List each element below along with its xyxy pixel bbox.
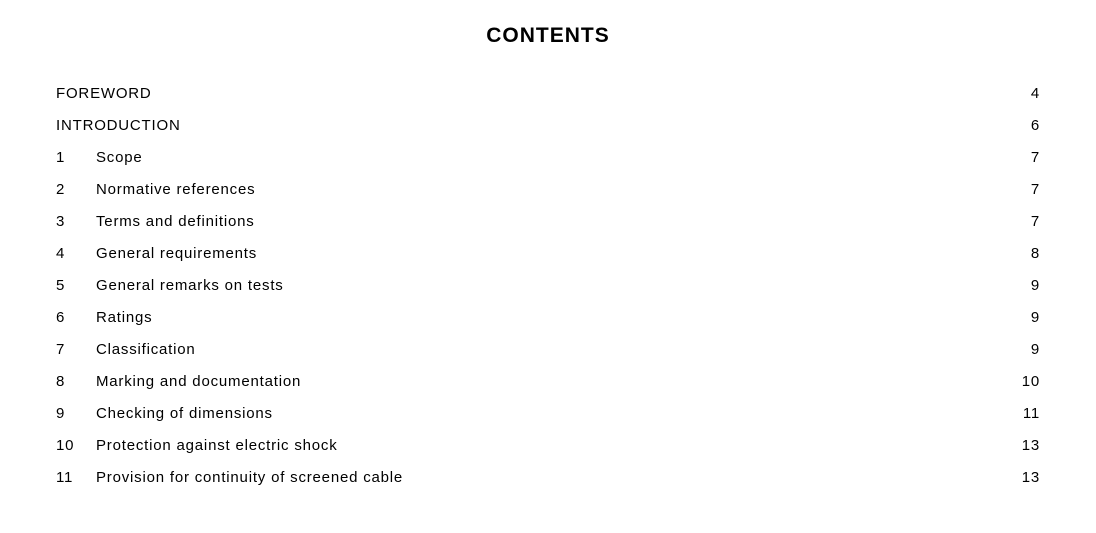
page-title: CONTENTS: [56, 24, 1040, 48]
toc-entry-label: Protection against electric shock: [96, 430, 338, 462]
toc-entry-page: 7: [1029, 142, 1040, 174]
toc-entry-number: 1: [56, 142, 96, 174]
toc-row: 4 General requirements 8: [56, 238, 1040, 270]
toc-entry-label: Provision for continuity of screened cab…: [96, 462, 403, 494]
toc-entry-number: 8: [56, 366, 96, 398]
toc-entry-number: 6: [56, 302, 96, 334]
toc-row: FOREWORD 4: [56, 78, 1040, 110]
toc-entry-page: 7: [1029, 206, 1040, 238]
toc-row: 7 Classification 9: [56, 334, 1040, 366]
document-page: CONTENTS FOREWORD 4 INTRODUCTION 6 1 Sco…: [0, 0, 1096, 533]
toc-row: 10 Protection against electric shock 13: [56, 430, 1040, 462]
toc-entry-number: 10: [56, 430, 96, 462]
toc-entry-page: 4: [1029, 78, 1040, 110]
toc-entry-number: 5: [56, 270, 96, 302]
toc-entry-page: 9: [1029, 270, 1040, 302]
toc-entry-page: 6: [1029, 110, 1040, 142]
toc-row: 11 Provision for continuity of screened …: [56, 462, 1040, 494]
toc-entry-label: Normative references: [96, 174, 255, 206]
toc-entry-number: 4: [56, 238, 96, 270]
table-of-contents: FOREWORD 4 INTRODUCTION 6 1 Scope 7 2 No…: [56, 78, 1040, 494]
toc-row: 6 Ratings 9: [56, 302, 1040, 334]
toc-entry-label: Classification: [96, 334, 196, 366]
toc-entry-number: 11: [56, 462, 96, 494]
toc-entry-number: 9: [56, 398, 96, 430]
toc-row: 8 Marking and documentation 10: [56, 366, 1040, 398]
toc-entry-page: 11: [1021, 398, 1040, 430]
toc-row: 2 Normative references 7: [56, 174, 1040, 206]
toc-row: 3 Terms and definitions 7: [56, 206, 1040, 238]
toc-entry-page: 8: [1029, 238, 1040, 270]
toc-entry-label: Terms and definitions: [96, 206, 255, 238]
toc-entry-number: 3: [56, 206, 96, 238]
toc-row: INTRODUCTION 6: [56, 110, 1040, 142]
toc-entry-page: 9: [1029, 302, 1040, 334]
toc-entry-label: Ratings: [96, 302, 152, 334]
toc-entry-number: 7: [56, 334, 96, 366]
toc-entry-label: Checking of dimensions: [96, 398, 273, 430]
toc-row: 9 Checking of dimensions 11: [56, 398, 1040, 430]
toc-entry-label: INTRODUCTION: [56, 110, 181, 142]
toc-entry-label: FOREWORD: [56, 78, 152, 110]
toc-entry-page: 10: [1020, 366, 1040, 398]
toc-row: 1 Scope 7: [56, 142, 1040, 174]
toc-entry-label: General requirements: [96, 238, 257, 270]
toc-entry-label: Scope: [96, 142, 143, 174]
toc-entry-label: General remarks on tests: [96, 270, 284, 302]
toc-row: 5 General remarks on tests 9: [56, 270, 1040, 302]
toc-entry-label: Marking and documentation: [96, 366, 301, 398]
toc-entry-page: 7: [1029, 174, 1040, 206]
toc-entry-page: 13: [1020, 462, 1040, 494]
toc-entry-page: 13: [1020, 430, 1040, 462]
toc-entry-number: 2: [56, 174, 96, 206]
toc-entry-page: 9: [1029, 334, 1040, 366]
